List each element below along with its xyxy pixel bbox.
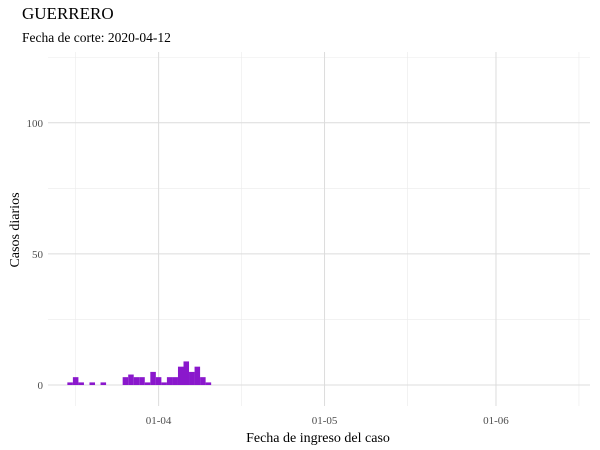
bar: [122, 377, 129, 386]
bar: [67, 382, 73, 386]
bar: [139, 377, 145, 386]
bar: [189, 371, 195, 386]
x-axis-title: Fecha de ingreso del caso: [246, 431, 390, 446]
bar: [166, 377, 173, 386]
x-tick-label: 01-05: [312, 415, 338, 427]
bar: [205, 382, 212, 386]
y-axis-ticks: 0 50 100: [27, 118, 44, 392]
y-tick-label: 0: [38, 380, 44, 392]
bar: [194, 366, 201, 386]
chart-subtitle: Fecha de corte: 2020-04-12: [22, 30, 171, 45]
x-tick-label: 01-06: [483, 415, 509, 427]
bar: [72, 377, 79, 386]
y-tick-label: 100: [27, 118, 44, 130]
x-axis-ticks: 01-04 01-05 01-06: [146, 415, 510, 427]
bar: [89, 382, 96, 386]
bar: [100, 382, 107, 386]
y-tick-label: 50: [32, 249, 44, 261]
chart-title: GUERRERO: [22, 4, 114, 23]
bar: [128, 374, 134, 386]
bar: [172, 377, 178, 386]
bar: [144, 382, 151, 386]
bar: [161, 382, 167, 386]
bars: [67, 361, 212, 386]
bar: [155, 377, 162, 386]
bar: [78, 382, 84, 386]
bar: [183, 361, 190, 386]
bar: [150, 371, 156, 386]
bar: [177, 366, 184, 386]
grid: [48, 52, 590, 406]
y-axis-title: Casos diarios: [8, 192, 23, 267]
bar: [133, 377, 140, 386]
bar: [200, 377, 206, 386]
x-tick-label: 01-04: [146, 415, 172, 427]
